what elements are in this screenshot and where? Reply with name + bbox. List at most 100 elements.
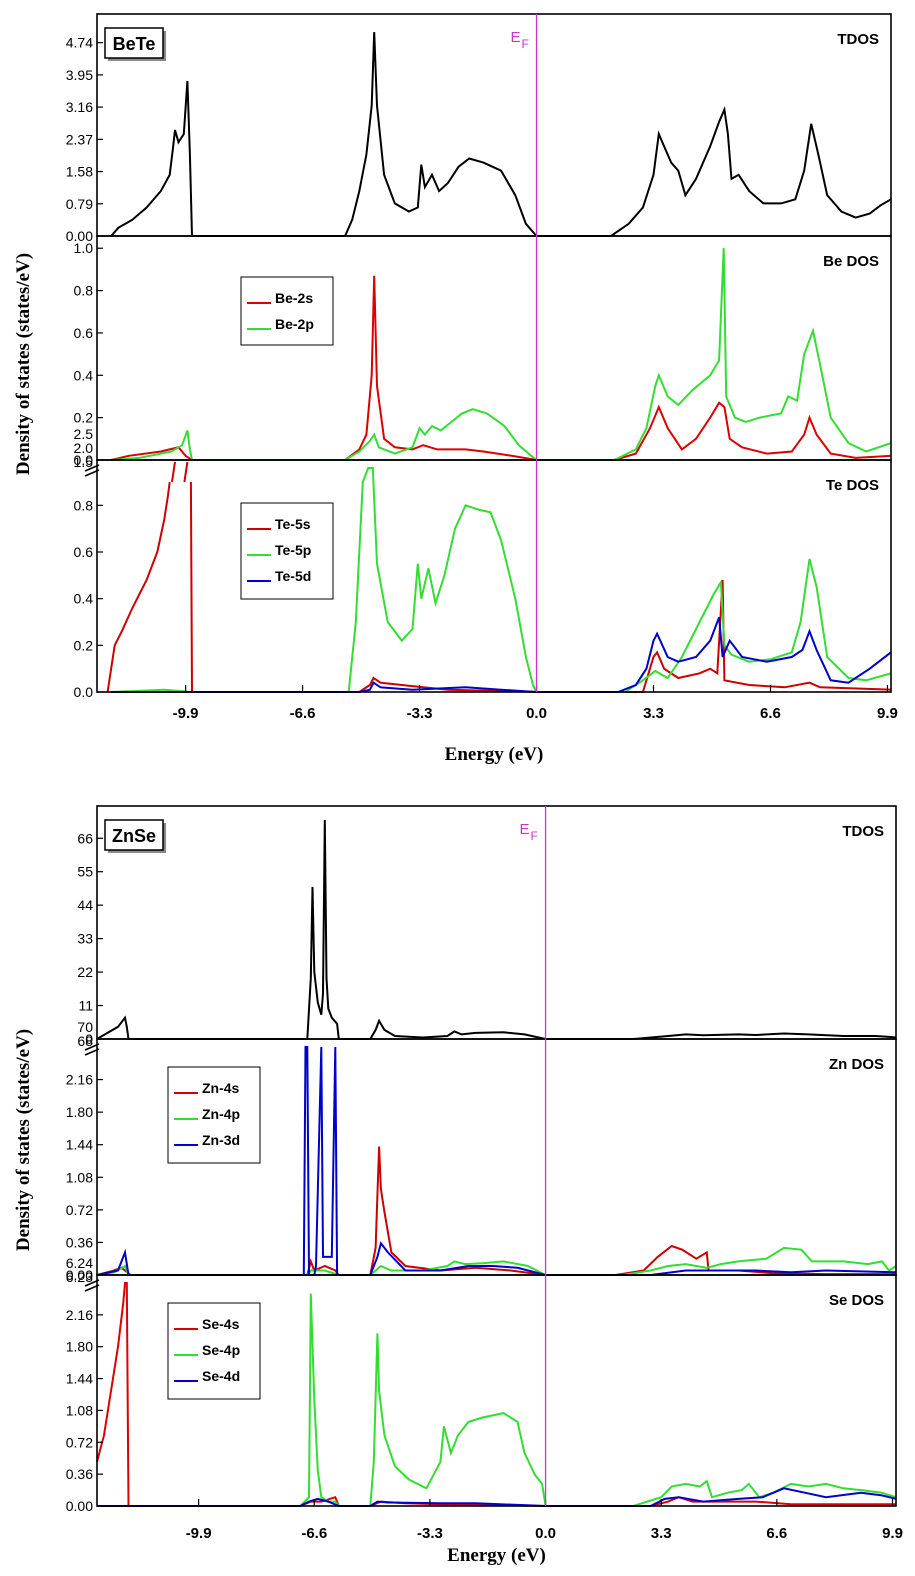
y-tick-label: 0.2 [74,410,94,426]
legend: Se-4s Se-4p Se-4d [167,1302,261,1400]
y-tick-label: 11 [78,998,93,1014]
y-tick-label: 44 [77,897,93,913]
y-tick-label: 0.72 [66,1202,93,1218]
x-tick-label: 3.3 [643,705,664,722]
legend-label: Zn-3d [202,1132,240,1148]
y-break-tick-label: 1.5 [74,454,94,470]
legend-label: Be-2p [275,316,314,332]
y-tick-label: 66 [77,830,93,846]
y-tick-label: 0.0 [74,684,94,700]
legend-label: Te-5p [275,542,311,558]
y-tick-label: 2.16 [66,1072,93,1088]
y-tick-label: 0.4 [74,591,94,607]
y-tick-label: 0.00 [66,1267,93,1283]
y-break-tick-label: 68 [77,1033,93,1049]
axis-break-mark [84,1043,100,1056]
y-tick-label: 0.79 [66,196,93,212]
material-label: BeTe [113,34,156,54]
figure-znse: 0 11 22 33 44 55 66 TDOS 0.00 0.36 0.72 1.08 1.44 1.8… [13,805,903,1566]
legend-label: Te-5s [275,516,311,532]
y-tick-label: 0.8 [74,283,94,299]
panel-title: Se DOS [829,1292,884,1309]
x-tick-label: 0.0 [535,1525,556,1542]
y-tick-label: 2.37 [66,131,93,147]
x-tick-label: -9.9 [173,705,199,722]
series-spike [183,461,189,483]
y-tick-label: 0.36 [66,1234,93,1250]
y-tick-label: 1.80 [66,1104,93,1120]
series-line-te-5d [111,616,892,693]
y-tick-label: 1.80 [66,1339,93,1355]
legend: Te-5s Te-5p Te-5d [240,502,334,600]
y-tick-label: 1.08 [66,1169,93,1185]
series-line-te-5s [106,481,171,693]
legend-label: Be-2s [275,290,313,306]
material-badge [104,819,164,851]
y-break-tick-label: 70 [77,1019,93,1035]
x-tick-label: 9.9 [882,1525,903,1542]
series-line-te-5p [111,467,892,693]
y-tick-label: 3.16 [66,99,93,115]
y-tick-label: 33 [77,931,93,947]
series-line-tdos [96,819,897,1040]
figure-bete: 0.000.791.582.373.163.954.74 TDOS0.00.20.… [13,13,898,765]
panel-te-dos: 0.0 0.2 0.4 0.6 0.8 1.52.02.5 Te DOS Te-5s Te-5p… [74,426,892,700]
panel-se-dos: 0.00 0.36 0.72 1.08 1.44 1.80 2.16 6.236.24 Se D… [66,1255,897,1514]
y-tick-label: 0.00 [66,1498,93,1514]
y-tick-label: 0.8 [74,497,94,513]
panel-title: TDOS [837,31,879,48]
y-break-tick-label: 6.24 [66,1255,93,1271]
y-tick-label: 1.44 [66,1371,93,1387]
panel-frame [96,1274,897,1507]
axis-break-mark [84,464,100,477]
x-tick-label: -9.9 [186,1525,212,1542]
x-tick-label: 9.9 [877,705,898,722]
y-tick-label: 0.6 [74,544,94,560]
y-tick-label: 2.16 [66,1307,93,1323]
y-break-tick-label: 2.0 [74,440,94,456]
legend-box [240,276,334,346]
legend-label: Se-4p [202,1342,240,1358]
x-tick-label: 6.6 [766,1525,787,1542]
y-tick-label: 0 [85,1031,93,1047]
series-line-zn-3d [96,1046,897,1276]
y-axis-label: Density of states (states/eV) [13,1029,34,1251]
y-tick-label: 0.4 [74,367,94,383]
axis-break-mark [84,1279,100,1292]
series-line-te-5s-cont [189,481,892,693]
y-tick-label: 55 [77,864,93,880]
y-tick-label: 0.72 [66,1434,93,1450]
legend-label: Te-5d [275,568,311,584]
x-tick-label: -3.3 [407,705,433,722]
series-spike [170,461,176,483]
y-tick-label: 1.58 [66,164,93,180]
y-break-tick-label: 6.23 [66,1269,93,1285]
legend-label: Se-4s [202,1316,240,1332]
fermi-label: E [520,821,530,838]
fermi-label-subscript: F [531,829,538,843]
x-axis-label: Energy (eV) [447,1545,546,1566]
x-tick-label: 0.0 [526,705,547,722]
y-tick-label: 0.6 [74,325,94,341]
y-tick-label: 0.36 [66,1466,93,1482]
fermi-label: E [511,29,521,46]
y-tick-label: 3.95 [66,67,93,83]
legend-label: Zn-4s [202,1080,240,1096]
panel-title: Be DOS [823,253,879,270]
series-line-tdos [110,32,892,237]
panel-frame [96,459,892,693]
y-break-tick-label: 2.5 [74,426,94,442]
legend-box [167,1066,261,1164]
y-tick-label: 22 [77,964,93,980]
series-line-zn-4p [96,1246,897,1276]
legend-label: Zn-4p [202,1106,240,1122]
fermi-label-subscript: F [522,37,529,51]
y-tick-label: 1.0 [74,240,94,256]
y-tick-label: 0.0 [74,452,94,468]
panel-title: Te DOS [826,477,879,494]
legend-box [240,502,334,600]
material-label: ZnSe [112,826,156,846]
y-tick-label: 0.2 [74,637,94,653]
